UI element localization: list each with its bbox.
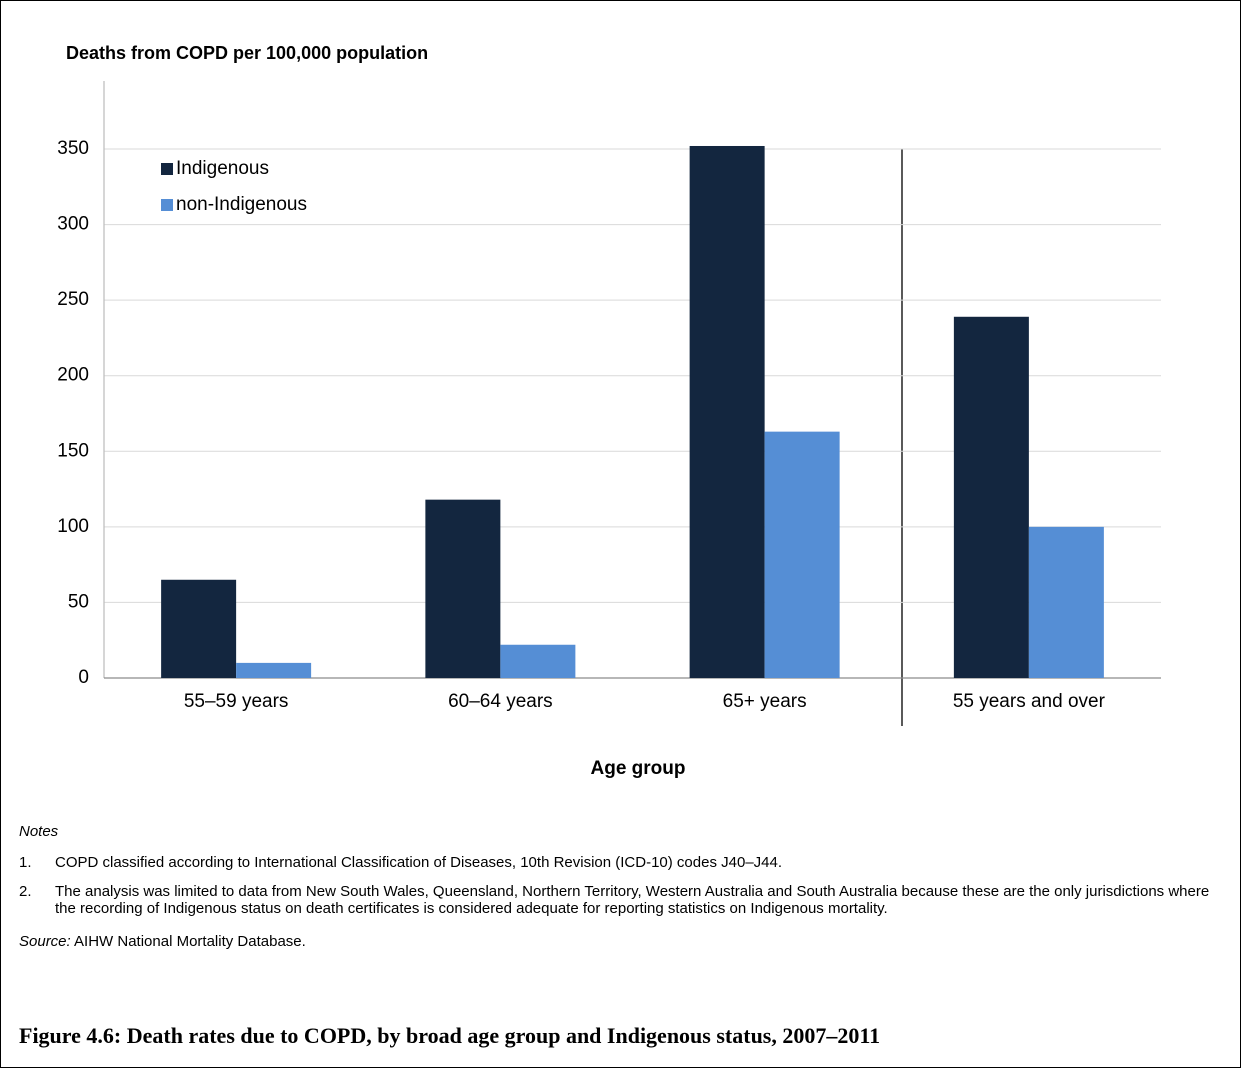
bar bbox=[500, 644, 576, 678]
y-tick-label: 50 bbox=[68, 591, 89, 612]
bar bbox=[161, 579, 237, 678]
y-tick-label: 150 bbox=[57, 440, 89, 461]
legend-swatch bbox=[161, 199, 173, 211]
note-number: 1. bbox=[19, 854, 32, 871]
note-text: COPD classified according to Internation… bbox=[55, 854, 783, 871]
legend-swatch bbox=[161, 163, 173, 175]
source: Source: AIHW National Mortality Database… bbox=[19, 933, 1219, 950]
bar bbox=[764, 431, 840, 678]
x-tick-label: 55 years and over bbox=[953, 691, 1106, 712]
x-tick-label: 60–64 years bbox=[448, 691, 553, 712]
y-tick-label: 350 bbox=[57, 138, 89, 159]
y-tick-label: 0 bbox=[78, 667, 89, 688]
note: 1. COPD classified according to Internati… bbox=[19, 854, 1219, 871]
bar bbox=[1028, 526, 1104, 678]
y-axis-title: Deaths from COPD per 100,000 population bbox=[66, 43, 428, 63]
note: 2. The analysis was limited to data from … bbox=[19, 883, 1219, 917]
x-axis-title: Age group bbox=[591, 758, 686, 779]
x-tick-label: 65+ years bbox=[723, 691, 807, 712]
chart: Deaths from COPD per 100,000 population … bbox=[57, 43, 1161, 779]
bar bbox=[425, 499, 501, 678]
y-tick-label: 250 bbox=[57, 289, 89, 310]
figure-caption: Figure 4.6: Death rates due to COPD, by … bbox=[19, 1023, 881, 1048]
legend-label: Indigenous bbox=[176, 158, 269, 179]
y-tick-label: 300 bbox=[57, 214, 89, 235]
note-text: The analysis was limited to data from Ne… bbox=[55, 883, 1210, 917]
legend-label: non-Indigenous bbox=[176, 194, 307, 215]
source-label: Source: bbox=[19, 933, 71, 950]
bar bbox=[689, 145, 765, 678]
notes-heading: Notes bbox=[19, 823, 59, 840]
y-tick-label: 100 bbox=[57, 516, 89, 537]
source-text: AIHW National Mortality Database. bbox=[74, 933, 306, 950]
note-number: 2. bbox=[19, 883, 32, 900]
y-tick-label: 200 bbox=[57, 365, 89, 386]
bar bbox=[953, 316, 1029, 678]
x-tick-label: 55–59 years bbox=[184, 691, 289, 712]
bar bbox=[236, 662, 312, 678]
notes: Notes 1. COPD classified according to Int… bbox=[19, 823, 1219, 964]
